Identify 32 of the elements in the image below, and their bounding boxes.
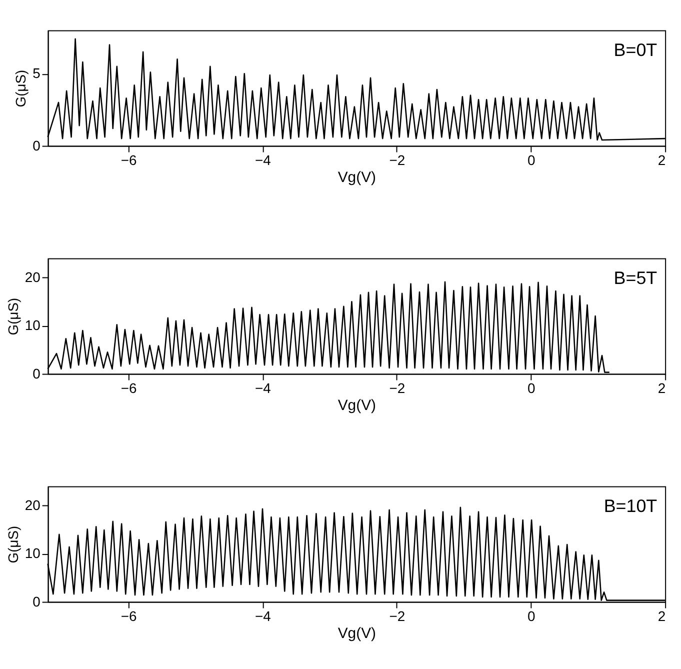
x-tick-label: 2 bbox=[658, 380, 666, 396]
x-tick-label: −6 bbox=[120, 608, 137, 624]
x-axis-title: Vg(V) bbox=[338, 625, 376, 642]
x-axis-title: Vg(V) bbox=[338, 397, 376, 414]
x-tick-label: −6 bbox=[120, 380, 137, 396]
x-tick-label: 0 bbox=[528, 608, 536, 624]
y-tick-label: 5 bbox=[32, 65, 41, 82]
x-tick-label: −4 bbox=[255, 608, 272, 624]
x-tick-label: −2 bbox=[389, 608, 406, 624]
x-axis-title: Vg(V) bbox=[338, 169, 376, 186]
y-tick-label: 0 bbox=[32, 365, 41, 382]
y-axis-title: G(μS) bbox=[4, 526, 21, 564]
y-tick-label: 20 bbox=[24, 269, 41, 286]
x-tick-label: 0 bbox=[528, 380, 536, 396]
y-tick-label: 10 bbox=[24, 545, 41, 562]
x-tick-label: 2 bbox=[658, 608, 666, 624]
y-tick-label: 0 bbox=[32, 137, 41, 154]
x-tick-label: 0 bbox=[528, 152, 536, 168]
y-tick-label: 10 bbox=[24, 317, 41, 334]
annotation: B=0T bbox=[614, 40, 658, 60]
y-tick-label: 0 bbox=[32, 593, 41, 610]
x-tick-label: −6 bbox=[120, 152, 137, 168]
x-tick-label: 2 bbox=[658, 152, 666, 168]
x-tick-label: −4 bbox=[255, 380, 272, 396]
annotation: B=10T bbox=[604, 496, 658, 516]
annotation: B=5T bbox=[614, 268, 658, 288]
x-tick-label: −2 bbox=[389, 152, 406, 168]
y-tick-label: 20 bbox=[24, 497, 41, 514]
x-tick-label: −4 bbox=[255, 152, 272, 168]
x-tick-label: −2 bbox=[389, 380, 406, 396]
y-axis-title: G(μS) bbox=[4, 298, 21, 336]
y-axis-title: G(μS) bbox=[12, 70, 29, 108]
